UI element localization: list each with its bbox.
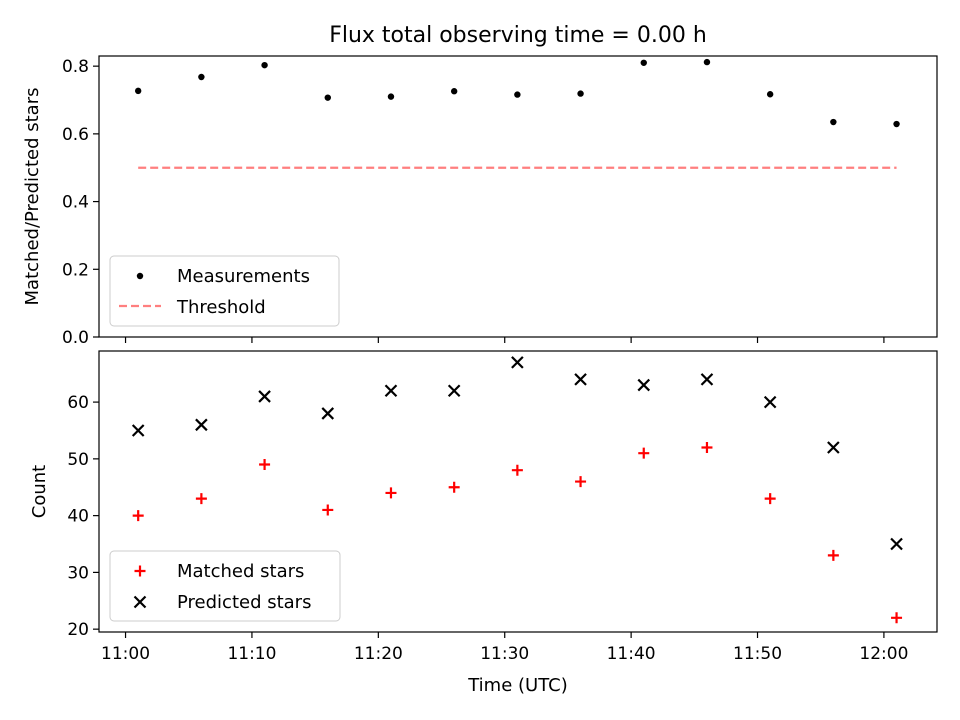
- measurement-point: [766, 91, 774, 98]
- top-y-axis-label: Matched/Predicted stars: [22, 88, 43, 306]
- top-ytick-label: 0.4: [62, 193, 89, 213]
- predicted-star-point: [700, 373, 714, 386]
- matched-star-point: [385, 487, 397, 499]
- bottom-xtick-label: 11:20: [354, 644, 403, 664]
- top-legend-label: Threshold: [176, 297, 266, 318]
- matched-star-point: [701, 442, 713, 454]
- x-axis-label: Time (UTC): [467, 675, 568, 696]
- top-panel: 0.0 0.2 0.4 0.6 0.8 Measurements Threshold: [62, 55, 938, 348]
- matched-star-point: [638, 447, 650, 459]
- predicted-star-point: [827, 441, 840, 454]
- predicted-star-point: [574, 373, 587, 386]
- predicted-star-point: [511, 356, 524, 369]
- top-frame: [98, 55, 938, 338]
- predicted-star-point: [321, 407, 335, 420]
- top-ytick-label: 0.0: [62, 328, 89, 348]
- predicted-star-point: [195, 418, 208, 432]
- predicted-star-point: [637, 378, 651, 392]
- top-ytick-label: 0.2: [62, 260, 89, 280]
- matched-star-point: [448, 481, 460, 493]
- measurement-point: [324, 94, 331, 101]
- measurement-point: [577, 90, 584, 97]
- bottom-xtick-label: 11:10: [227, 644, 276, 664]
- bottom-legend-swatch: [134, 565, 146, 577]
- bottom-ytick-label: 60: [67, 393, 89, 413]
- measurement-point: [514, 91, 521, 98]
- bottom-xtick-label: 11:50: [733, 644, 782, 664]
- bottom-legend-label: Predicted stars: [177, 592, 311, 613]
- bottom-ytick-label: 20: [67, 620, 89, 640]
- measurement-point: [830, 118, 837, 126]
- measurement-point: [640, 59, 647, 66]
- bottom-xtick-label: 11:40: [607, 644, 656, 664]
- bottom-legend: [109, 550, 341, 622]
- measurement-point: [261, 61, 268, 69]
- measurement-point: [134, 87, 142, 95]
- bottom-xtick-label: 11:30: [480, 644, 529, 664]
- bottom-y-axis-label: Count: [29, 465, 50, 518]
- bottom-xtick-label: 12:00: [859, 644, 908, 664]
- bottom-ytick-label: 30: [67, 563, 89, 583]
- chart-title: Flux total observing time = 0.00 h: [329, 23, 707, 48]
- predicted-star-point: [763, 395, 777, 409]
- bottom-xtick-label: 11:00: [101, 644, 150, 664]
- bottom-ytick-label: 50: [67, 450, 89, 470]
- matched-star-point: [511, 464, 523, 476]
- measurement-point: [387, 93, 395, 100]
- matched-star-point: [575, 476, 587, 488]
- predicted-star-point: [131, 424, 145, 437]
- matched-star-point: [259, 459, 271, 471]
- top-legend-label: Measurements: [177, 266, 310, 287]
- measurement-point: [703, 58, 711, 66]
- measurement-point: [450, 88, 458, 95]
- matched-star-point: [764, 493, 776, 505]
- matched-star-point: [132, 510, 144, 522]
- matched-star-point: [322, 504, 334, 516]
- matched-star-point: [891, 612, 903, 624]
- predicted-star-point: [384, 384, 398, 398]
- top-legend: [109, 255, 340, 327]
- top-legend-swatch: [136, 272, 144, 280]
- predicted-star-point: [258, 390, 271, 403]
- bottom-panel: 20 30 40 50 60 11:00 11:10 11:20 11:30 11:40 11:50…: [67, 350, 938, 664]
- measurement-point: [198, 73, 205, 81]
- top-ytick-label: 0.8: [62, 57, 89, 77]
- bottom-ytick-label: 40: [67, 507, 89, 527]
- predicted-star-point: [890, 537, 903, 551]
- measurement-point: [893, 120, 900, 128]
- matched-star-point: [195, 493, 207, 505]
- bottom-legend-swatch: [133, 595, 147, 609]
- top-ytick-label: 0.6: [62, 125, 89, 145]
- predicted-star-point: [447, 384, 461, 398]
- bottom-legend-label: Matched stars: [177, 561, 304, 582]
- bottom-frame: [98, 350, 938, 633]
- matched-star-point: [827, 549, 839, 561]
